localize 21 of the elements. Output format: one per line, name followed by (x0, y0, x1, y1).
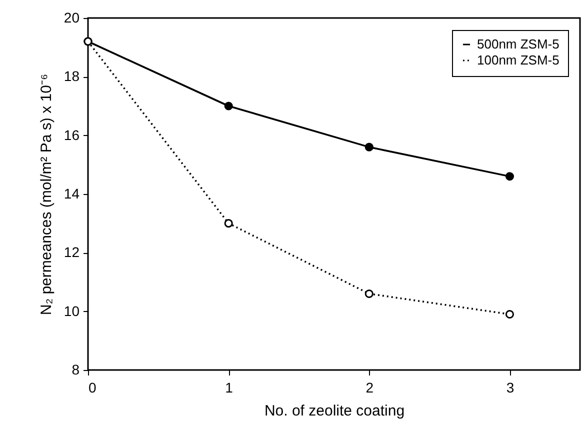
y-tick-label: 20 (64, 10, 80, 26)
y-tick-label: 10 (64, 302, 80, 319)
legend-label: 500nm ZSM-5 (477, 36, 560, 52)
point (224, 219, 233, 228)
point (364, 142, 374, 152)
y-axis-title: N₂ permeances (mol/m² Pa s) x 10⁻⁶ (38, 74, 55, 316)
y-tick-label: 18 (64, 68, 80, 84)
legend-label: 100nm ZSM-5 (477, 52, 560, 68)
point (364, 289, 374, 298)
point (224, 102, 233, 110)
x-tick-label: 2 (366, 380, 374, 396)
x-tick-label: 0 (88, 380, 96, 396)
y-tick-label: 8 (72, 362, 80, 378)
point (505, 310, 514, 319)
x-tick-label: 1 (225, 380, 234, 396)
y-tick-label: 14 (64, 186, 80, 202)
y-tick-label: 12 (64, 244, 80, 260)
x-axis-title: No. of zeolite coating (264, 402, 405, 420)
x-tick-label: 3 (506, 380, 514, 396)
point (505, 172, 514, 181)
y-tick-label: 16 (64, 126, 80, 143)
